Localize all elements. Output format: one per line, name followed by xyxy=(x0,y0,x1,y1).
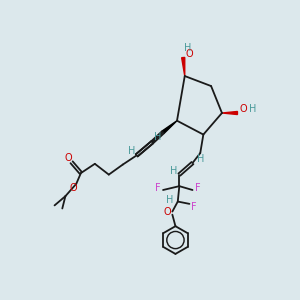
Text: O: O xyxy=(65,153,72,164)
Polygon shape xyxy=(162,121,177,134)
Text: H: H xyxy=(128,146,136,156)
Text: H: H xyxy=(170,166,178,176)
Text: H: H xyxy=(184,43,191,52)
Polygon shape xyxy=(222,112,238,115)
Text: H: H xyxy=(196,154,204,164)
Text: H: H xyxy=(166,195,173,205)
Text: O: O xyxy=(186,50,193,59)
Text: F: F xyxy=(195,184,201,194)
Polygon shape xyxy=(182,57,185,76)
Text: O: O xyxy=(164,207,172,217)
Text: F: F xyxy=(155,184,161,194)
Text: F: F xyxy=(191,202,197,212)
Text: H: H xyxy=(249,104,256,114)
Text: H: H xyxy=(154,132,161,142)
Text: O: O xyxy=(239,104,247,114)
Text: O: O xyxy=(69,183,77,193)
